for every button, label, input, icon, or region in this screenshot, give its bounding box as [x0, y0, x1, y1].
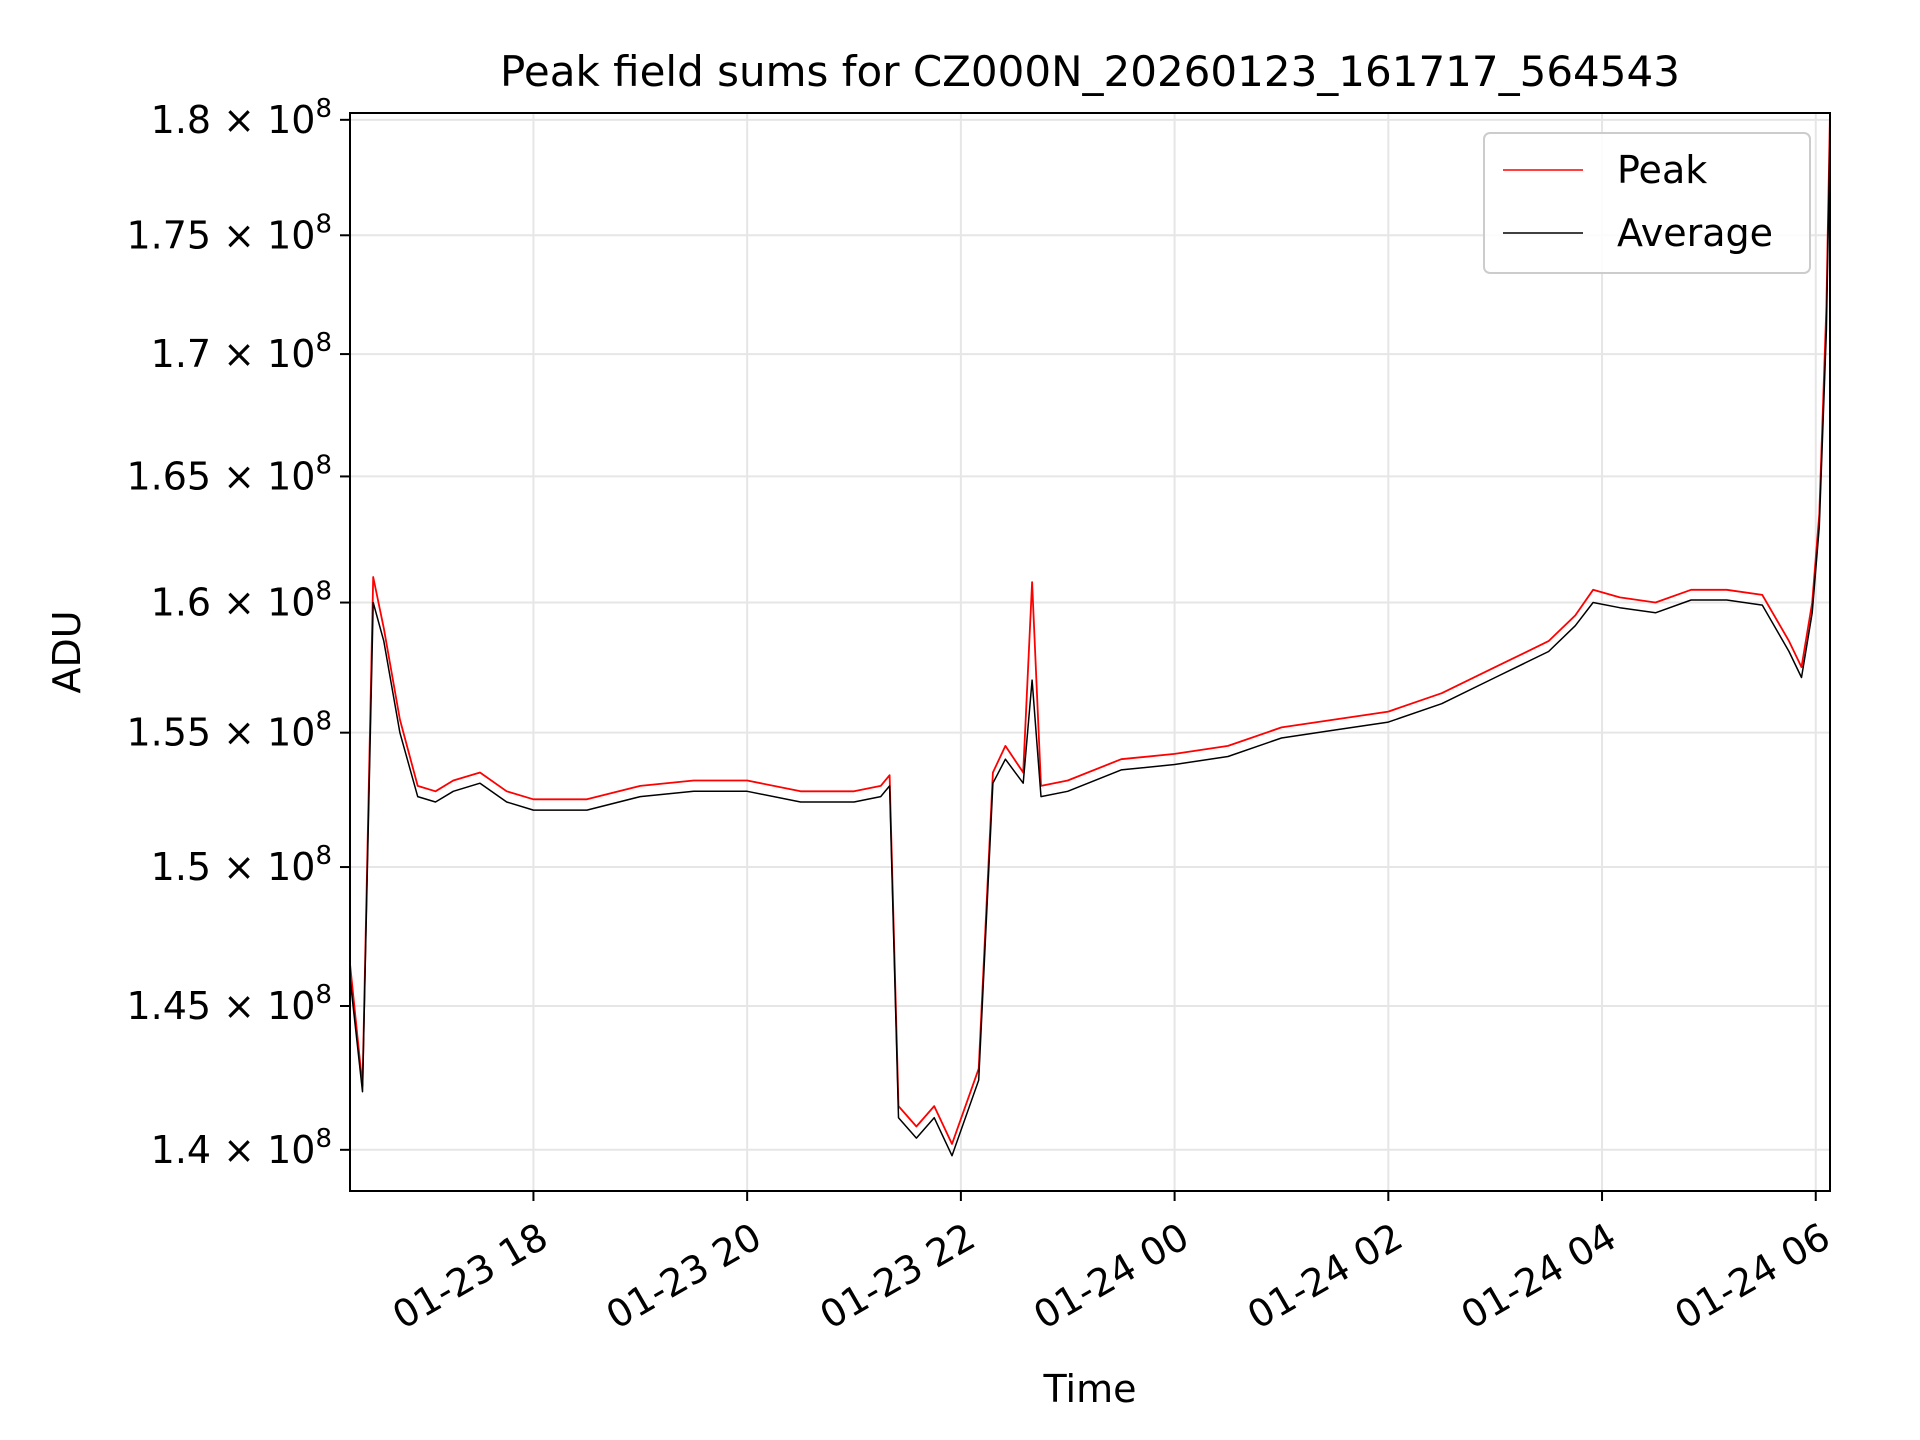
legend-average-label: Average: [1617, 211, 1773, 255]
y-tick-exponent: 8: [315, 328, 332, 358]
series-line-peak: [349, 112, 1831, 1145]
y-tick-exponent: 8: [315, 577, 332, 607]
grid: [350, 113, 1830, 1191]
y-tick-label: 1.4 × 108: [151, 1124, 332, 1172]
y-tick-mantissa: 1.6 × 10: [151, 581, 316, 625]
y-tick-mantissa: 1.8 × 10: [151, 98, 316, 142]
y-tick-label: 1.7 × 108: [151, 328, 332, 376]
y-axis-label: ADU: [45, 610, 89, 693]
y-tick-exponent: 8: [315, 450, 332, 480]
series-line-average: [349, 131, 1831, 1157]
legend-box: [1483, 132, 1811, 274]
y-tick-mantissa: 1.7 × 10: [151, 332, 316, 376]
y-tick-mantissa: 1.55 × 10: [126, 711, 315, 755]
y-tick-exponent: 8: [315, 1124, 332, 1154]
y-tick-label: 1.55 × 108: [126, 707, 332, 755]
chart-title: Peak field sums for CZ000N_20260123_1617…: [500, 47, 1680, 96]
plot-frame: [349, 112, 1831, 1192]
y-tick-mantissa: 1.45 × 10: [126, 984, 315, 1028]
y-tick-exponent: 8: [315, 841, 332, 871]
y-tick-mantissa: 1.4 × 10: [151, 1128, 316, 1172]
y-tick-mantissa: 1.75 × 10: [126, 213, 315, 257]
y-tick-label: 1.8 × 108: [151, 94, 332, 142]
y-tick-label: 1.75 × 108: [126, 209, 332, 257]
y-tick-label: 1.6 × 108: [151, 577, 332, 625]
legend-peak-label: Peak: [1617, 148, 1707, 192]
y-tick-exponent: 8: [315, 980, 332, 1010]
y-tick-label: 1.5 × 108: [151, 841, 332, 889]
y-tick-exponent: 8: [315, 94, 332, 124]
y-tick-mantissa: 1.5 × 10: [151, 845, 316, 889]
y-tick-exponent: 8: [315, 209, 332, 239]
y-tick-mantissa: 1.65 × 10: [126, 454, 315, 498]
legend: Peak Average: [1483, 132, 1811, 274]
x-axis-label: Time: [1043, 1367, 1137, 1411]
series-layer: [349, 112, 1831, 1157]
y-tick-label: 1.45 × 108: [126, 980, 332, 1028]
y-tick-exponent: 8: [315, 707, 332, 737]
y-tick-label: 1.65 × 108: [126, 450, 332, 498]
